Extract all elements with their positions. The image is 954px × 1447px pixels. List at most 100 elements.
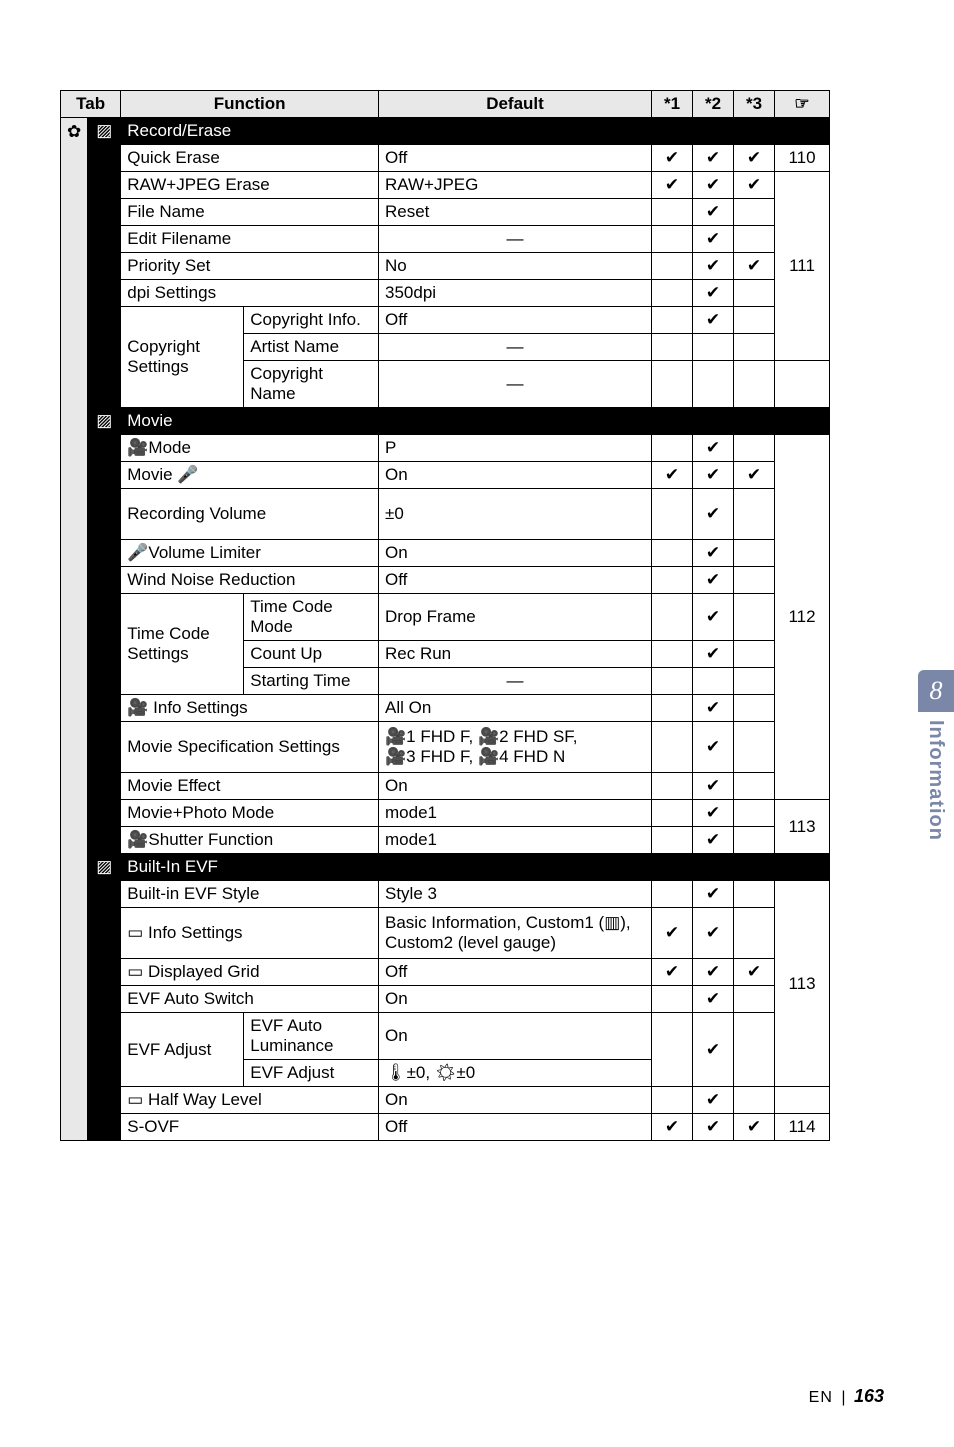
check-cell bbox=[652, 986, 693, 1013]
check-cell: ✔ bbox=[693, 908, 734, 959]
function-name: 🎥 Info Settings bbox=[121, 695, 379, 722]
check-cell: ✔ bbox=[693, 800, 734, 827]
col-s1: *1 bbox=[652, 91, 693, 118]
col-default: Default bbox=[379, 91, 652, 118]
check-cell: ✔ bbox=[693, 145, 734, 172]
check-cell bbox=[652, 361, 693, 408]
section-icon: ▨ bbox=[88, 854, 121, 1141]
check-cell bbox=[734, 594, 775, 641]
check-cell bbox=[693, 668, 734, 695]
check-cell bbox=[734, 199, 775, 226]
check-cell: ✔ bbox=[693, 307, 734, 334]
check-cell: ✔ bbox=[652, 908, 693, 959]
section-icon: ▨ bbox=[88, 408, 121, 854]
footer-page: 163 bbox=[854, 1386, 884, 1406]
page-ref: 111 bbox=[775, 172, 830, 361]
function-group: EVF Adjust bbox=[121, 1013, 244, 1087]
function-sub: Copyright Name bbox=[244, 361, 379, 408]
check-cell bbox=[652, 226, 693, 253]
col-tab: Tab bbox=[61, 91, 121, 118]
check-cell: ✔ bbox=[693, 462, 734, 489]
function-name: Recording Volume bbox=[121, 489, 379, 540]
check-cell: ✔ bbox=[734, 1114, 775, 1141]
function-name: Movie Effect bbox=[121, 773, 379, 800]
check-cell bbox=[734, 334, 775, 361]
check-cell: ✔ bbox=[693, 199, 734, 226]
page-ref: 114 bbox=[775, 1114, 830, 1141]
check-cell bbox=[734, 800, 775, 827]
section-title: Built-In EVF bbox=[121, 854, 830, 881]
side-tab-number: 8 bbox=[918, 670, 954, 712]
default-value: Reset bbox=[379, 199, 652, 226]
check-cell: ✔ bbox=[693, 172, 734, 199]
function-name: RAW+JPEG Erase bbox=[121, 172, 379, 199]
check-cell: ✔ bbox=[693, 280, 734, 307]
default-value: On bbox=[379, 986, 652, 1013]
default-value: Off bbox=[379, 567, 652, 594]
check-cell bbox=[652, 722, 693, 773]
default-value: Off bbox=[379, 145, 652, 172]
check-cell bbox=[734, 908, 775, 959]
default-value: Off bbox=[379, 1114, 652, 1141]
check-cell bbox=[652, 540, 693, 567]
check-cell bbox=[734, 986, 775, 1013]
default-value: On bbox=[379, 773, 652, 800]
check-cell: ✔ bbox=[693, 1013, 734, 1087]
page-ref bbox=[775, 361, 830, 408]
check-cell bbox=[652, 1087, 693, 1114]
function-group: Copyright Settings bbox=[121, 307, 244, 408]
check-cell: ✔ bbox=[693, 567, 734, 594]
check-cell bbox=[652, 334, 693, 361]
check-cell bbox=[652, 489, 693, 540]
section-icon: ▨ bbox=[88, 118, 121, 408]
check-cell bbox=[734, 668, 775, 695]
check-cell: ✔ bbox=[693, 959, 734, 986]
col-function: Function bbox=[121, 91, 379, 118]
function-group: Time Code Settings bbox=[121, 594, 244, 695]
default-value: — bbox=[379, 226, 652, 253]
check-cell bbox=[734, 695, 775, 722]
check-cell bbox=[734, 567, 775, 594]
function-name: Wind Noise Reduction bbox=[121, 567, 379, 594]
check-cell: ✔ bbox=[734, 145, 775, 172]
default-value: 🎥1 FHD F, 🎥2 FHD SF, 🎥3 FHD F, 🎥4 FHD N bbox=[379, 722, 652, 773]
check-cell: ✔ bbox=[693, 489, 734, 540]
check-cell: ✔ bbox=[693, 722, 734, 773]
default-value: All On bbox=[379, 695, 652, 722]
check-cell: ✔ bbox=[693, 641, 734, 668]
check-cell bbox=[652, 881, 693, 908]
default-value: ±0 bbox=[379, 489, 652, 540]
check-cell: ✔ bbox=[693, 986, 734, 1013]
check-cell bbox=[734, 1013, 775, 1087]
function-sub: Artist Name bbox=[244, 334, 379, 361]
check-cell bbox=[652, 827, 693, 854]
default-value: Off bbox=[379, 307, 652, 334]
col-s2: *2 bbox=[693, 91, 734, 118]
function-name: Built-in EVF Style bbox=[121, 881, 379, 908]
check-cell bbox=[652, 280, 693, 307]
check-cell bbox=[652, 773, 693, 800]
default-value: Off bbox=[379, 959, 652, 986]
function-sub: Starting Time bbox=[244, 668, 379, 695]
page-ref: 112 bbox=[775, 435, 830, 800]
check-cell: ✔ bbox=[652, 462, 693, 489]
section-title: Record/Erase bbox=[121, 118, 830, 145]
default-value: Basic Information, Custom1 (▥), Custom2 … bbox=[379, 908, 652, 959]
check-cell: ✔ bbox=[693, 1114, 734, 1141]
check-cell: ✔ bbox=[693, 253, 734, 280]
check-cell bbox=[734, 435, 775, 462]
check-cell bbox=[693, 334, 734, 361]
check-cell: ✔ bbox=[693, 695, 734, 722]
default-value: Rec Run bbox=[379, 641, 652, 668]
check-cell: ✔ bbox=[693, 881, 734, 908]
function-name: Movie Specification Settings bbox=[121, 722, 379, 773]
check-cell bbox=[652, 695, 693, 722]
default-value: mode1 bbox=[379, 800, 652, 827]
function-name: Movie+Photo Mode bbox=[121, 800, 379, 827]
footer-sep: | bbox=[841, 1389, 845, 1406]
default-value: mode1 bbox=[379, 827, 652, 854]
function-name: ▭ Half Way Level bbox=[121, 1087, 379, 1114]
col-ref: ☞ bbox=[775, 91, 830, 118]
default-value: 🌡±0, ☀±0 bbox=[379, 1060, 652, 1087]
function-name: 🎤Volume Limiter bbox=[121, 540, 379, 567]
